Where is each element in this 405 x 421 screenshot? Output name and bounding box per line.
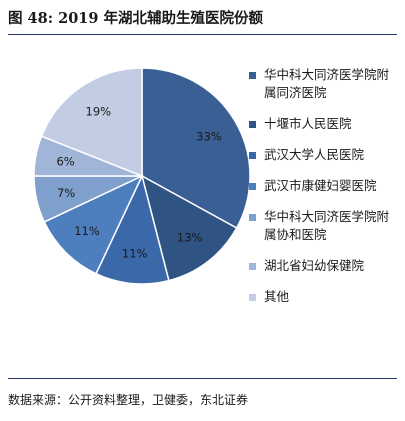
legend-swatch-icon (249, 294, 256, 301)
legend-label: 华中科大同济医学院附属协和医院 (264, 209, 390, 242)
source-note: 数据来源：公开资料整理，卫健委，东北证券 (8, 378, 397, 419)
legend-swatch-icon (249, 152, 256, 159)
pie-label-3: 11% (74, 224, 100, 238)
legend-swatch-icon (249, 121, 256, 128)
legend-item-2: 武汉大学人民医院 (249, 146, 401, 164)
pie-label-4: 7% (57, 186, 75, 200)
legend-item-0: 华中科大同济医学院附属同济医院 (249, 66, 401, 102)
legend-label: 武汉大学人民医院 (264, 147, 365, 162)
pie-label-6: 19% (86, 105, 112, 119)
legend-label: 湖北省妇幼保健院 (264, 258, 365, 273)
legend-item-3: 武汉市康健妇婴医院 (249, 177, 401, 195)
legend-label: 华中科大同济医学院附属同济医院 (264, 67, 390, 100)
legend-item-1: 十堰市人民医院 (249, 115, 401, 133)
legend-item-6: 其他 (249, 288, 401, 306)
pie-slice-0 (141, 67, 251, 230)
pie-slice-6 (40, 67, 143, 178)
legend-swatch-icon (249, 72, 256, 79)
pie-label-1: 13% (177, 230, 203, 244)
pie-label-2: 11% (122, 246, 148, 260)
legend-item-5: 湖北省妇幼保健院 (249, 257, 401, 275)
pie-labels: 33% 13% 11% 11% 7% 6% 19% (56, 105, 221, 261)
pie-slice-2 (95, 173, 170, 285)
chart-legend: 华中科大同济医学院附属同济医院十堰市人民医院 武汉大学人民医院 武汉市康健妇婴医院华… (249, 66, 401, 319)
legend-swatch-icon (249, 263, 256, 270)
pie-chart: 33% 13% 11% 11% 7% 6% 19% (33, 67, 251, 285)
figure-title: 图 48: 2019 年湖北辅助生殖医院份额 (8, 0, 397, 35)
pie-slice-3 (43, 174, 144, 275)
legend-swatch-icon (249, 214, 256, 221)
legend-swatch-icon (249, 183, 256, 190)
legend-label: 武汉市康健妇婴医院 (264, 178, 377, 193)
pie-label-0: 33% (196, 129, 222, 143)
legend-label: 其他 (264, 289, 290, 304)
legend-label: 十堰市人民医院 (264, 116, 352, 131)
pie-slices (33, 67, 251, 285)
pie-label-5: 6% (56, 154, 74, 168)
legend-item-4: 华中科大同济医学院附属协和医院 (249, 208, 401, 244)
pie-slice-1 (140, 174, 238, 282)
